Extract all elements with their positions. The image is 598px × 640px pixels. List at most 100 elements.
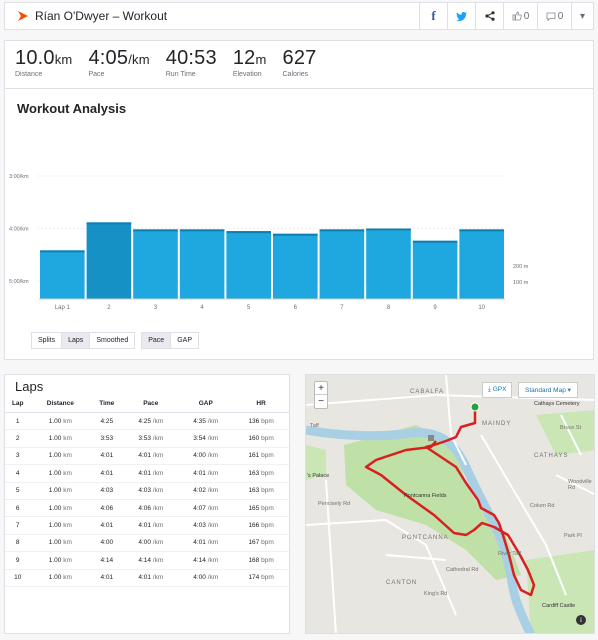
y-tick-label: 3:00/km bbox=[9, 174, 29, 180]
facebook-share-icon[interactable]: f bbox=[419, 3, 447, 29]
x-tick-label: 8 bbox=[387, 305, 391, 311]
table-cell: 4:01 /km bbox=[178, 464, 234, 483]
table-cell: 3:53 /km bbox=[123, 429, 179, 448]
pace-bar[interactable] bbox=[179, 229, 225, 299]
table-row[interactable]: 6 1.00 km 4:06 4:06 /km 4:07 /km 165 bpm bbox=[5, 499, 289, 518]
x-tick-label: 9 bbox=[433, 305, 437, 311]
pace-bar[interactable] bbox=[133, 229, 178, 299]
table-row[interactable]: 5 1.00 km 4:03 4:03 /km 4:02 /km 163 bpm bbox=[5, 482, 289, 500]
pace-bar[interactable] bbox=[366, 228, 411, 300]
table-cell: 4:14 /km bbox=[123, 551, 179, 570]
kudos-button[interactable]: 0 bbox=[503, 3, 537, 29]
zoom-out-button[interactable]: − bbox=[318, 396, 324, 407]
zoom-in-button[interactable]: + bbox=[315, 382, 327, 395]
pace-bar-top bbox=[412, 240, 458, 243]
map-label-colum-rd: Colum Rd bbox=[530, 503, 555, 509]
table-row[interactable]: 10 1.00 km 4:01 4:01 /km 4:00 /km 174 bpm bbox=[5, 569, 289, 587]
table-cell: 2 bbox=[5, 429, 31, 448]
start-marker[interactable] bbox=[470, 402, 480, 412]
table-cell: 160 bpm bbox=[233, 429, 289, 448]
map-info-icon[interactable]: i bbox=[576, 615, 586, 625]
table-row[interactable]: 9 1.00 km 4:14 4:14 /km 4:14 /km 168 bpm bbox=[5, 551, 289, 570]
pace-bar[interactable] bbox=[86, 222, 132, 299]
more-options-chevron-down-icon[interactable]: ▾ bbox=[571, 3, 593, 29]
pace-bar[interactable] bbox=[319, 229, 365, 299]
y-tick-label: 5:00/km bbox=[9, 279, 29, 285]
table-cell: 136 bpm bbox=[233, 412, 289, 431]
map-label-bruce-st: Bruce St bbox=[560, 425, 582, 431]
map-type-label: Standard Map bbox=[525, 387, 566, 394]
col-time: Time bbox=[90, 396, 124, 413]
x-tick-label: 7 bbox=[340, 305, 344, 311]
x-tick-label: Lap 1 bbox=[55, 305, 71, 311]
map-canvas[interactable] bbox=[306, 375, 595, 634]
table-cell: 1.00 km bbox=[30, 447, 91, 466]
table-cell: 4:14 /km bbox=[178, 551, 234, 570]
table-row[interactable]: 1 1.00 km 4:25 4:25 /km 4:35 /km 136 bpm bbox=[5, 412, 289, 431]
pace-chart-svg[interactable]: 3:00/km 4:00/km 5:00/km Lap 1 2 3 4 5 6 7 8 9 10 200 … bbox=[5, 131, 595, 331]
map-type-dropdown[interactable]: Standard Map ▾ bbox=[518, 382, 578, 398]
pace-bar-top bbox=[459, 229, 504, 232]
toggle-pace[interactable]: Pace bbox=[142, 333, 172, 348]
table-row[interactable]: 7 1.00 km 4:01 4:01 /km 4:03 /km 166 bpm bbox=[5, 516, 289, 535]
laps-table: Lap Distance Time Pace GAP HR 1 1.00 km 4:… bbox=[5, 396, 289, 587]
y-tick-label: 4:00/km bbox=[9, 227, 29, 233]
toggle-splits[interactable]: Splits bbox=[32, 333, 63, 348]
table-row[interactable]: 8 1.00 km 4:00 4:00 /km 4:01 /km 167 bpm bbox=[5, 534, 289, 553]
toggle-laps[interactable]: Laps bbox=[62, 333, 91, 348]
table-row[interactable]: 4 1.00 km 4:01 4:01 /km 4:01 /km 163 bpm bbox=[5, 464, 289, 483]
toggle-smoothed[interactable]: Smoothed bbox=[90, 333, 135, 348]
table-cell: 3 bbox=[5, 447, 31, 466]
table-cell: 4:01 /km bbox=[123, 516, 179, 535]
table-cell: 1.00 km bbox=[30, 569, 91, 587]
pace-bar[interactable] bbox=[412, 240, 458, 299]
x-tick-label: 6 bbox=[294, 305, 298, 311]
map-label-maindy: MAINDY bbox=[482, 421, 512, 427]
metric-toggle-group: Pace GAP bbox=[141, 332, 199, 349]
table-cell: 4:01 bbox=[90, 569, 124, 587]
x-tick-label: 5 bbox=[247, 305, 251, 311]
pace-bar-top bbox=[366, 228, 411, 231]
pace-chart[interactable]: 3:00/km 4:00/km 5:00/km Lap 1 2 3 4 5 6 7 8 9 10 200 … bbox=[5, 131, 595, 331]
col-pace: Pace bbox=[123, 396, 179, 413]
pace-bar-top bbox=[40, 250, 85, 253]
pace-bar[interactable] bbox=[40, 250, 85, 299]
map-label-park-pl: Park Pl bbox=[564, 533, 582, 539]
table-cell: 1.00 km bbox=[30, 429, 91, 448]
col-lap: Lap bbox=[5, 396, 31, 413]
share-icon[interactable] bbox=[475, 3, 503, 29]
stat-calories: 627 Calories bbox=[282, 47, 317, 78]
pace-bar[interactable] bbox=[226, 231, 271, 299]
toggle-gap[interactable]: GAP bbox=[171, 333, 198, 348]
x-tick-label: 3 bbox=[154, 305, 158, 311]
map-label-cathedral-rd: Cathedral Rd bbox=[446, 567, 479, 573]
table-row[interactable]: 2 1.00 km 3:53 3:53 /km 3:54 /km 160 bpm bbox=[5, 429, 289, 448]
twitter-share-icon[interactable] bbox=[447, 3, 475, 29]
table-cell: 4:25 bbox=[90, 412, 124, 431]
route-map[interactable]: + − ⤓ GPX Standard Map ▾ CABALFA MAINDY … bbox=[305, 374, 595, 634]
stat-elevation: 12m Elevation bbox=[232, 47, 267, 78]
table-cell: 10 bbox=[5, 569, 31, 587]
table-cell: 4:00 bbox=[90, 534, 124, 553]
table-row[interactable]: 3 1.00 km 4:01 4:01 /km 4:00 /km 161 bpm bbox=[5, 447, 289, 466]
pace-bar[interactable] bbox=[459, 229, 504, 299]
table-cell: 1 bbox=[5, 412, 31, 431]
stats-row: 10.0km Distance 4:05/km Pace 40:53 Run T… bbox=[5, 41, 593, 89]
table-cell: 4:01 bbox=[90, 516, 124, 535]
table-cell: 5 bbox=[5, 482, 31, 500]
laps-title: Laps bbox=[15, 379, 44, 394]
end-marker[interactable] bbox=[428, 435, 434, 441]
table-cell: 4:01 bbox=[90, 447, 124, 466]
split-mode-toggle-group: Splits Laps Smoothed bbox=[31, 332, 136, 349]
gpx-download-button[interactable]: ⤓ GPX bbox=[482, 382, 513, 398]
pace-bar-top bbox=[319, 229, 365, 232]
comments-button[interactable]: 0 bbox=[537, 3, 571, 29]
col-hr: HR bbox=[233, 396, 289, 413]
pace-bar[interactable] bbox=[273, 233, 318, 299]
pace-bar-top bbox=[133, 229, 178, 232]
stat-pace: 4:05/km Pace bbox=[88, 47, 150, 78]
map-label-cathays: CATHAYS bbox=[534, 453, 569, 459]
zoom-control: + − bbox=[314, 381, 328, 409]
table-cell: 4:35 /km bbox=[178, 412, 234, 431]
table-cell: 4:00 /km bbox=[178, 569, 234, 587]
